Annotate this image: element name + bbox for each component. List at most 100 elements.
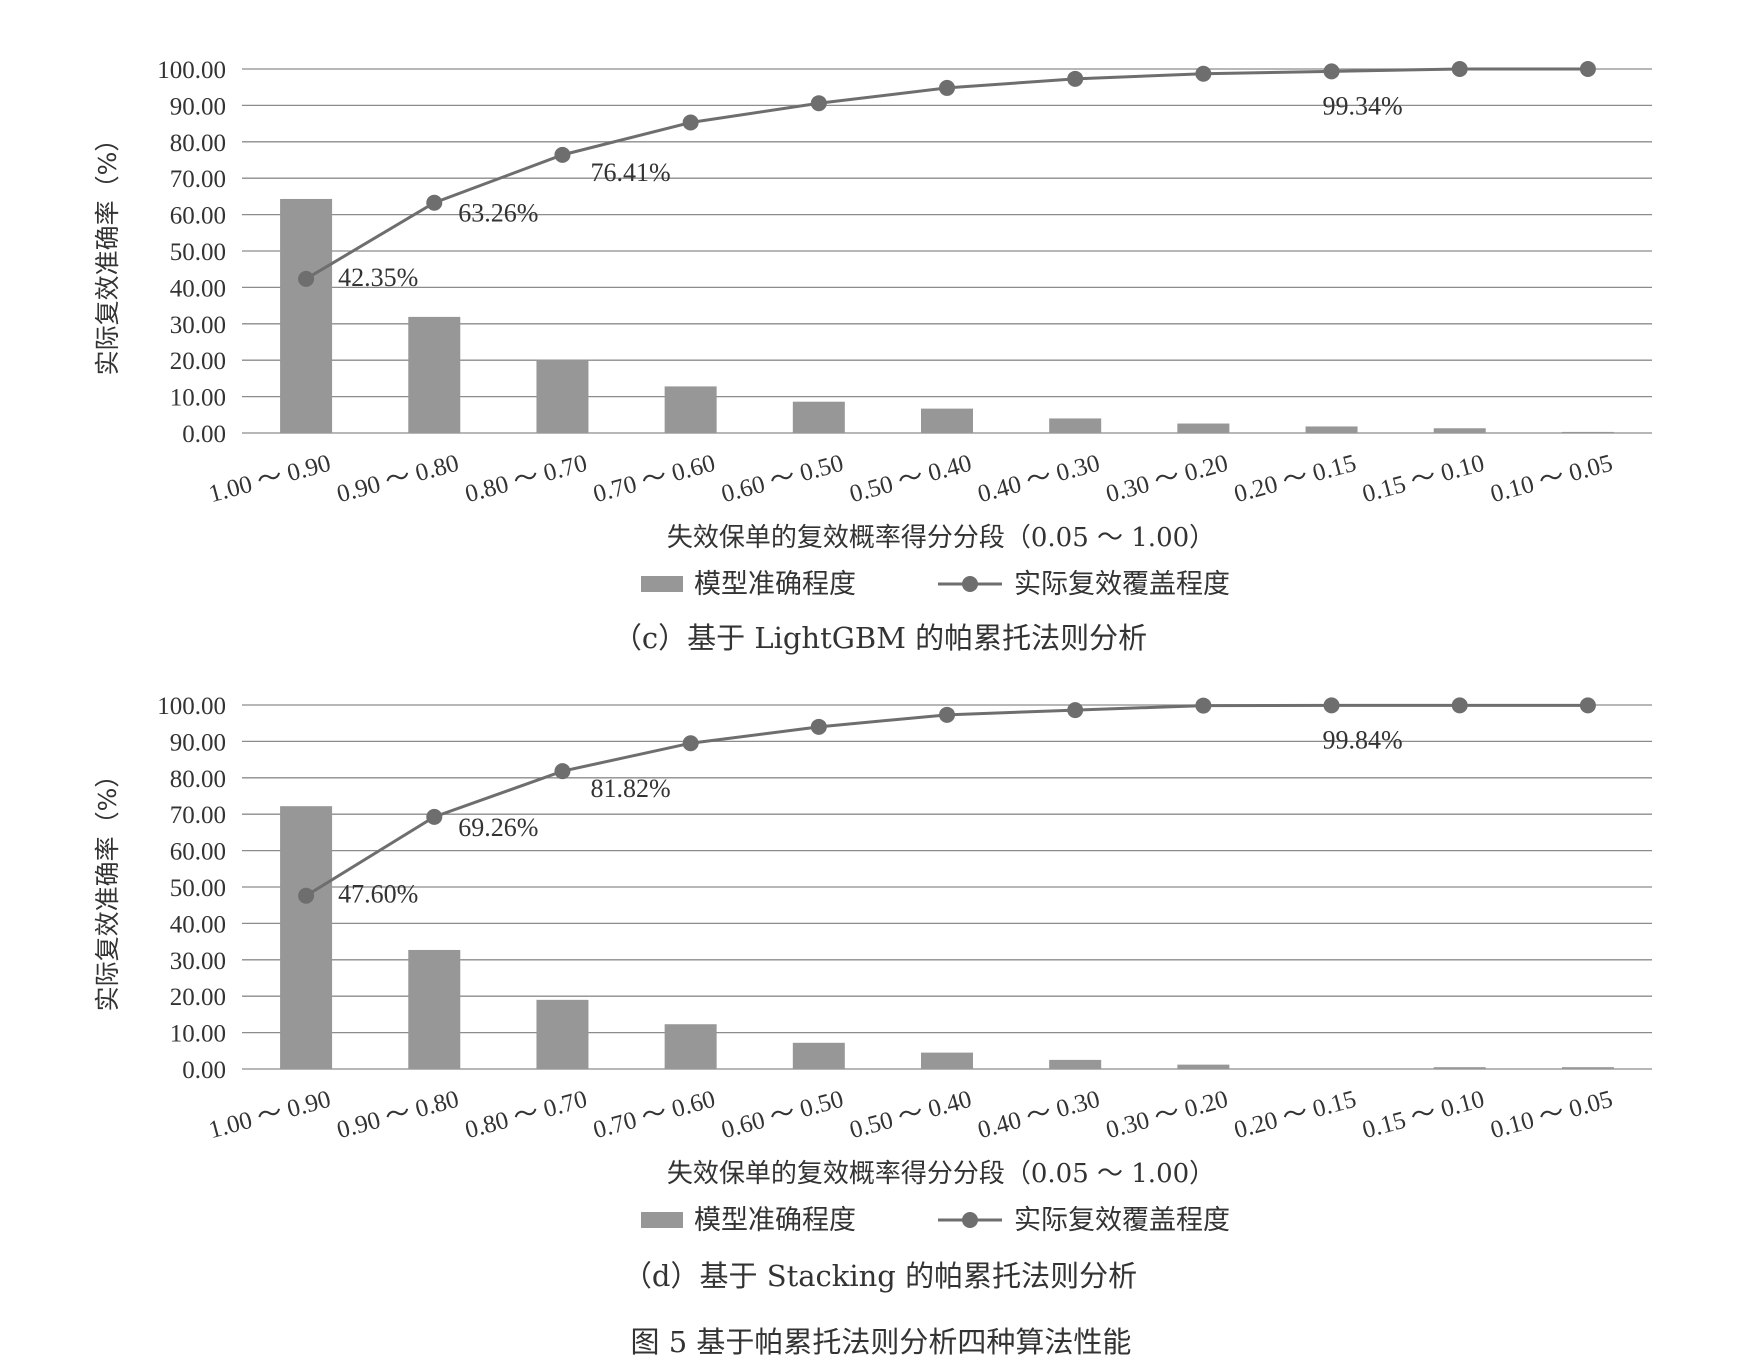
- lgbm-x-axis-label: 失效保单的复效概率得分分段（0.05 ～ 1.00）: [667, 523, 1215, 553]
- lgbm-y-tick-label: 70.00: [170, 166, 226, 193]
- lgbm-category-label: 0.80 ～ 0.70: [462, 450, 590, 508]
- stack-line-point: [1451, 697, 1468, 714]
- chart-stacking: 0.00 10.00 20.00 30.00 40.00 50.00 60.00 70.00 8…: [93, 693, 1652, 1293]
- lgbm-y-tick-label: 20.00: [170, 348, 226, 375]
- stack-y-tick-label: 30.00: [170, 948, 226, 975]
- lgbm-line-point: [554, 146, 571, 163]
- stack-y-tick-label: 100.00: [157, 693, 226, 720]
- stack-line-point: [810, 718, 827, 735]
- stack-line-point: [1323, 697, 1340, 714]
- stack-legend-line-label: 实际复效覆盖程度: [1014, 1205, 1230, 1236]
- lgbm-bar: [536, 359, 589, 433]
- stack-data-label: 81.82%: [590, 774, 670, 803]
- stack-y-tick-label: 90.00: [170, 729, 226, 756]
- stack-category-label: 0.15 ～ 0.10: [1360, 1086, 1488, 1144]
- stack-y-tick-label: 70.00: [170, 802, 226, 829]
- lgbm-line-point: [1579, 61, 1596, 77]
- stack-y-tick-label: 20.00: [170, 984, 226, 1011]
- lgbm-subplot-caption: （c）基于 LightGBM 的帕累托法则分析: [613, 621, 1147, 655]
- stack-category-label: 0.10 ～ 0.05: [1488, 1086, 1616, 1144]
- stack-bar: [921, 1052, 973, 1069]
- stack-y-axis-label: 实际复效准确率（%）: [93, 763, 122, 1012]
- stack-bar: [536, 999, 589, 1069]
- lgbm-line-point: [1195, 65, 1212, 82]
- stack-y-tick-label: 50.00: [170, 875, 226, 902]
- stack-line-point: [554, 763, 571, 780]
- stack-category-label: 0.40 ～ 0.30: [975, 1086, 1103, 1144]
- stack-legend-bar-label: 模型准确程度: [694, 1205, 856, 1236]
- lgbm-legend-line-marker: [962, 576, 978, 592]
- stack-category-label: 1.00 ～ 0.90: [206, 1086, 334, 1144]
- lgbm-y-tick-label: 60.00: [170, 203, 226, 230]
- lgbm-bar: [1049, 418, 1102, 433]
- lgbm-y-tick-label: 100.00: [157, 57, 226, 84]
- stack-data-label: 47.60%: [338, 880, 418, 909]
- stack-y-tick-label: 80.00: [170, 766, 226, 793]
- stack-bar: [408, 949, 461, 1069]
- lgbm-bar: [1433, 428, 1486, 433]
- stack-bar: [1177, 1064, 1230, 1069]
- stack-category-label: 0.60 ～ 0.50: [719, 1086, 847, 1144]
- stack-line-point: [1195, 697, 1212, 714]
- lgbm-bar: [921, 408, 973, 433]
- stack-data-label: 69.26%: [458, 813, 538, 842]
- stack-data-label: 99.84%: [1323, 725, 1403, 754]
- lgbm-line-point: [810, 95, 827, 112]
- lgbm-line-point: [1451, 61, 1468, 77]
- lgbm-category-label: 0.10 ～ 0.05: [1488, 450, 1616, 508]
- stack-line-point: [1579, 697, 1596, 714]
- stack-y-tick-label: 60.00: [170, 839, 226, 866]
- stack-category-label: 0.30 ～ 0.20: [1103, 1086, 1231, 1144]
- lgbm-category-label: 0.70 ～ 0.60: [590, 450, 718, 508]
- stack-subplot-caption: （d）基于 Stacking 的帕累托法则分析: [623, 1259, 1137, 1293]
- stack-bar: [1433, 1067, 1486, 1069]
- lgbm-y-tick-label: 50.00: [170, 239, 226, 266]
- stack-category-label: 0.80 ～ 0.70: [462, 1086, 590, 1144]
- lgbm-legend-bar-swatch: [641, 576, 683, 592]
- stack-line-point: [426, 808, 443, 825]
- lgbm-line-point: [1067, 70, 1084, 87]
- lgbm-y-tick-label: 40.00: [170, 275, 226, 302]
- stack-line-point: [939, 706, 955, 723]
- stack-bar: [664, 1024, 717, 1069]
- lgbm-bar: [1305, 426, 1358, 433]
- stack-x-axis-label: 失效保单的复效概率得分分段（0.05 ～ 1.00）: [667, 1159, 1215, 1189]
- lgbm-bar: [792, 401, 845, 433]
- lgbm-bar: [1177, 423, 1230, 433]
- lgbm-line-point: [1323, 63, 1340, 80]
- stack-category-label: 0.70 ～ 0.60: [590, 1086, 718, 1144]
- stack-category-label: 0.90 ～ 0.80: [334, 1086, 462, 1144]
- lgbm-y-tick-label: 80.00: [170, 130, 226, 157]
- lgbm-bar: [664, 386, 717, 433]
- stack-y-tick-label: 40.00: [170, 911, 226, 938]
- lgbm-bar: [408, 316, 461, 433]
- lgbm-data-label: 99.34%: [1323, 91, 1403, 120]
- lgbm-y-tick-label: 30.00: [170, 312, 226, 339]
- lgbm-category-label: 0.15 ～ 0.10: [1360, 450, 1488, 508]
- lgbm-legend-bar-label: 模型准确程度: [694, 569, 856, 600]
- stack-legend-line-marker: [962, 1212, 978, 1228]
- lgbm-legend-line-label: 实际复效覆盖程度: [1014, 569, 1230, 600]
- lgbm-bar: [1561, 431, 1614, 433]
- stack-line-point: [682, 735, 699, 752]
- lgbm-y-tick-label: 90.00: [170, 93, 226, 120]
- lgbm-category-label: 1.00 ～ 0.90: [206, 450, 334, 508]
- lgbm-y-axis-label: 实际复效准确率（%）: [93, 127, 122, 376]
- lgbm-y-tick-label: 10.00: [170, 385, 226, 412]
- lgbm-category-label: 0.50 ～ 0.40: [847, 450, 975, 508]
- lgbm-line-point: [426, 194, 443, 211]
- stack-bar: [1049, 1059, 1102, 1069]
- stack-bar: [280, 806, 333, 1069]
- stack-y-tick-label: 10.00: [170, 1021, 226, 1048]
- lgbm-category-label: 0.40 ～ 0.30: [975, 450, 1103, 508]
- chart-lightgbm: 0.00 10.00 20.00 30.00 40.00 50.00 60.00 70.00 8…: [93, 57, 1652, 655]
- lgbm-category-label: 0.20 ～ 0.15: [1231, 450, 1359, 508]
- stack-bar: [792, 1042, 845, 1069]
- lgbm-category-label: 0.60 ～ 0.50: [719, 450, 847, 508]
- stack-line-point: [298, 887, 315, 904]
- figure-caption: 图 5 基于帕累托法则分析四种算法性能: [631, 1325, 1132, 1359]
- stack-y-tick-label: 0.00: [182, 1057, 226, 1084]
- lgbm-line-point: [939, 79, 955, 96]
- lgbm-line-point: [682, 114, 699, 131]
